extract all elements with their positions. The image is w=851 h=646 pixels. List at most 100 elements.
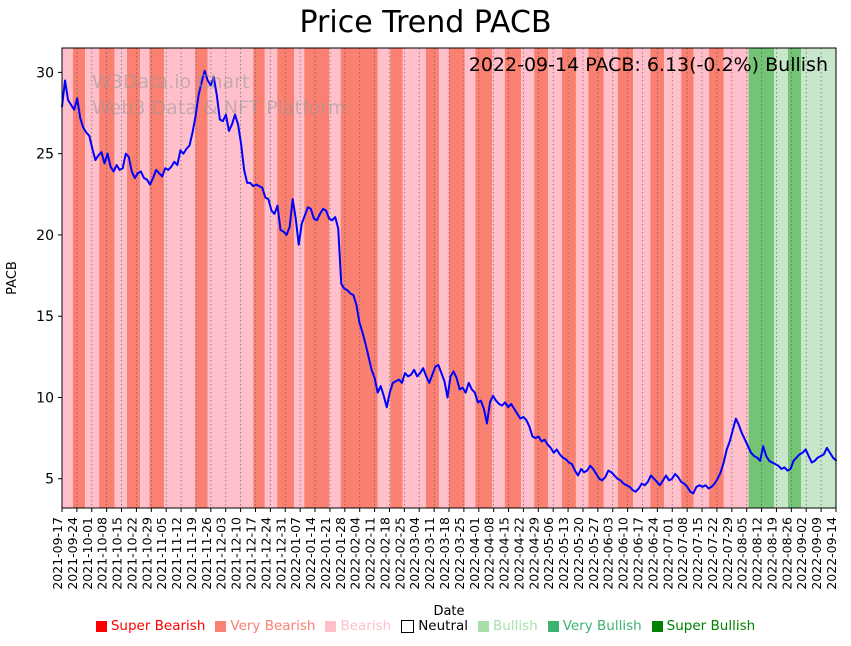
x-tick-label: 2022-02-18 [377,517,392,590]
x-tick-label: 2022-04-01 [467,517,482,590]
sentiment-band [693,48,710,508]
legend-label: Bearish [340,618,392,634]
sentiment-band [603,48,618,508]
sentiment-band [562,48,576,508]
x-tick-label: 2022-01-21 [318,517,333,590]
legend-item[interactable]: Neutral [401,619,468,633]
x-tick-label: 2021-10-15 [110,517,125,590]
legend-item[interactable]: Bullish [478,619,538,633]
x-tick-label: 2021-12-31 [273,517,288,590]
x-tick-label: 2021-09-24 [65,517,80,590]
page-title: Price Trend PACB [299,5,552,40]
legend-item[interactable]: Super Bullish [651,618,756,634]
legend-item[interactable]: Bearish [325,619,391,633]
sentiment-band [402,48,426,508]
watermark-line: W3Data.io Chart [92,71,249,93]
sentiment-band [520,48,535,508]
x-tick-label: 2022-06-24 [645,517,660,590]
y-tick-label: 5 [45,472,54,488]
x-tick-label: 2022-07-22 [705,517,720,590]
x-tick-label: 2022-09-14 [824,517,839,590]
x-tick-label: 2022-08-19 [764,517,779,590]
sentiment-band [390,48,403,508]
sentiment-band [72,48,86,508]
sentiment-band [709,48,724,508]
y-axis: 5 10 15 20 25 30 [36,65,62,488]
y-tick-label: 25 [36,147,54,163]
sentiment-band [650,48,665,508]
x-tick-label: 2022-05-27 [586,517,601,590]
x-tick-label: 2022-07-29 [720,517,735,590]
x-tick-label: 2022-03-11 [422,517,437,590]
sentiment-band [253,48,265,508]
sentiment-band [617,48,634,508]
sentiment-band [504,48,521,508]
sentiment-band [62,48,73,508]
x-axis: 2021-09-17 2021-09-24 2021-10-01 2021-10-08… [50,508,839,590]
legend-label: Super Bullish [666,618,756,634]
x-tick-label: 2022-05-13 [556,517,571,590]
x-tick-label: 2022-04-15 [497,517,512,590]
chart-legend: Super Bearish Very Bearish Bearish Neutral B… [0,619,851,633]
sentiment-band [164,48,196,508]
x-tick-label: 2021-11-12 [169,517,184,590]
x-tick-label: 2021-11-19 [184,517,199,590]
x-tick-label: 2022-01-07 [288,517,303,590]
sentiment-band [304,48,330,508]
sentiment-band [438,48,449,508]
sentiment-band [340,48,378,508]
grid-vertical [61,48,837,508]
x-tick-label: 2022-01-14 [303,517,318,590]
price-annotation: 2022-09-14 PACB: 6.13(-0.2%) Bullish [469,54,828,76]
x-tick-label: 2021-10-01 [80,517,95,590]
sentiment-band [492,48,505,508]
sentiment-band [774,48,789,508]
y-tick-label: 30 [36,65,54,81]
sentiment-band [548,48,562,508]
sentiment-band [633,48,651,508]
x-tick-label: 2022-02-04 [348,517,363,590]
sentiment-band [277,48,295,508]
sentiment-band [329,48,341,508]
legend-item[interactable]: Very Bullish [547,618,642,634]
legend-swatch-icon [401,619,415,633]
x-tick-label: 2022-04-22 [511,517,526,590]
legend-label: Very Bearish [230,618,316,634]
x-tick-label: 2022-08-12 [750,517,765,590]
watermark: W3Data.io Chart Web3 Data & NFT Platform [92,71,346,119]
x-tick-label: 2022-01-28 [333,517,348,590]
sentiment-band [99,48,115,508]
sentiment-band [464,48,476,508]
legend-swatch-icon [95,620,107,632]
y-tick-label: 20 [36,228,54,244]
x-tick-label: 2022-03-18 [437,517,452,590]
sentiment-band [207,48,254,508]
x-tick-label: 2021-10-08 [95,517,110,590]
legend-swatch-icon [547,620,559,632]
legend-item[interactable]: Super Bearish [95,618,206,634]
legend-label: Neutral [418,618,469,634]
legend-swatch-icon [215,620,227,632]
sentiment-band [788,48,802,508]
legend-item[interactable]: Very Bearish [215,619,315,633]
x-tick-label: 2021-10-29 [139,517,154,590]
sentiment-band [85,48,100,508]
sentiment-bands [62,48,836,508]
x-axis-title: Date [433,604,464,619]
x-tick-label: 2021-12-03 [214,517,229,590]
legend-swatch-icon [651,620,663,632]
legend-label: Super Bearish [110,618,206,634]
x-tick-label: 2021-10-22 [124,517,139,590]
x-tick-label: 2022-09-09 [809,517,824,590]
x-tick-label: 2022-06-17 [631,517,646,590]
x-tick-label: 2022-07-15 [690,517,705,590]
x-tick-label: 2022-04-08 [482,517,497,590]
x-tick-label: 2021-12-17 [244,517,259,590]
y-tick-label: 15 [36,309,54,325]
sentiment-band [575,48,589,508]
x-tick-label: 2022-08-26 [779,517,794,590]
x-tick-label: 2022-05-20 [571,517,586,590]
legend-label: Very Bullish [562,618,642,634]
legend-label: Bullish [493,618,538,634]
